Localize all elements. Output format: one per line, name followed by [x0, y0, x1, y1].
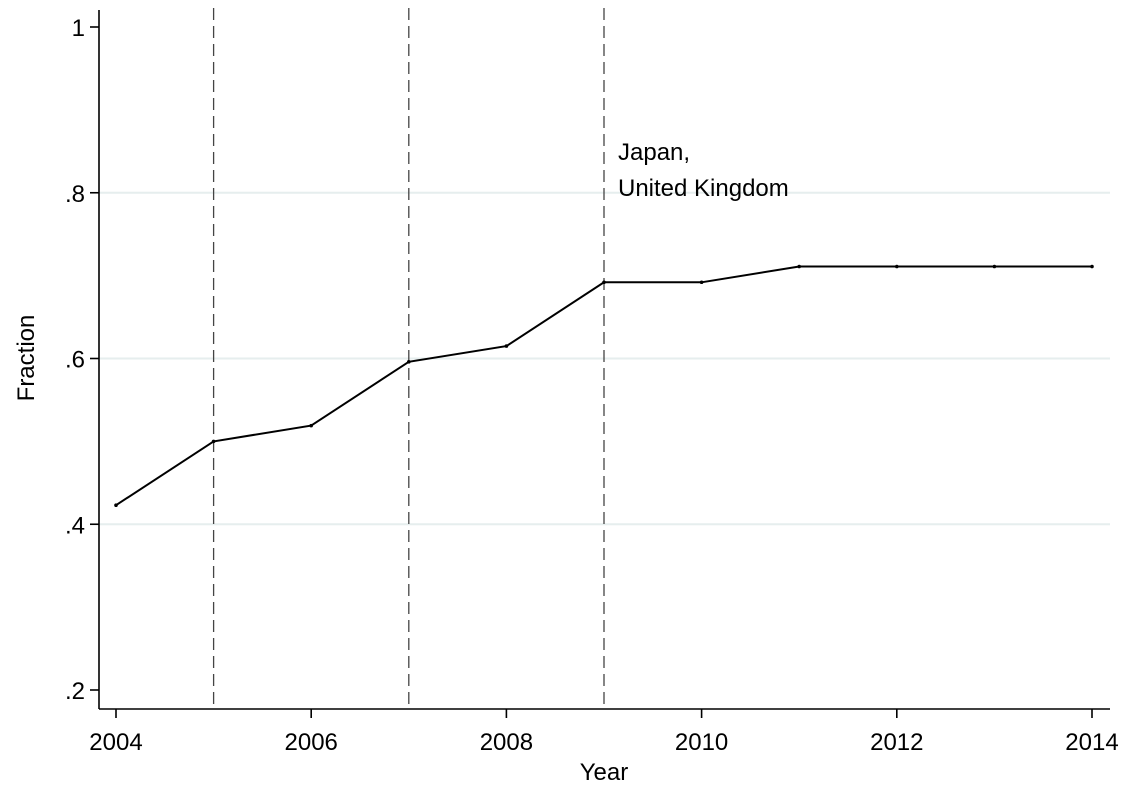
y-tick-label: 1 — [72, 15, 85, 42]
data-point — [797, 264, 801, 269]
y-tick-label: .8 — [65, 181, 85, 208]
y-tick-label: .2 — [65, 678, 85, 705]
annotation-text: United Kingdom — [618, 175, 789, 202]
y-tick-label: .4 — [65, 512, 85, 539]
vertical-reference-lines — [212, 8, 605, 709]
y-axis-title: Fraction — [13, 315, 40, 402]
data-point — [114, 503, 118, 507]
data-point — [699, 280, 704, 285]
x-tick-label: 2008 — [480, 729, 533, 756]
x-tick-label: 2006 — [285, 729, 338, 756]
data-point — [504, 344, 509, 348]
data-point — [602, 280, 606, 285]
annotations: Japan, United Kingdom — [618, 139, 789, 202]
data-point — [309, 423, 314, 428]
data-point — [895, 264, 899, 269]
series — [114, 264, 1094, 507]
x-tick-label: 2010 — [675, 729, 728, 756]
data-point — [992, 264, 997, 269]
axes: .2 .4 .6 .8 1 2004 2006 2008 2010 2012 2014 — [65, 10, 1119, 756]
x-tick-label: 2004 — [89, 729, 142, 756]
y-tick-label: .6 — [65, 347, 85, 374]
data-point — [1090, 264, 1094, 269]
annotation-text: Japan, — [618, 139, 690, 166]
x-tick-label: 2012 — [870, 729, 923, 756]
x-tick-label: 2014 — [1065, 729, 1118, 756]
data-point — [211, 439, 216, 444]
data-point — [407, 360, 411, 364]
x-axis-title: Year — [580, 759, 629, 786]
